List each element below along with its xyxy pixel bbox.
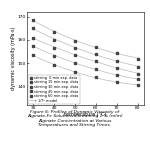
Line: stirring 30 min exp. data: stirring 30 min exp. data — [32, 36, 139, 75]
stirring  0 min exp. data — [74, 40, 76, 42]
stirring 45 min exp. data — [74, 62, 76, 64]
stirring 15 min exp. data — [32, 27, 34, 29]
stirring  0 min exp. data — [95, 46, 97, 48]
stirring  0 min exp. data — [32, 19, 34, 21]
stirring 30 min exp. data — [53, 47, 55, 49]
stirring 45 min exp. data — [53, 55, 55, 57]
X-axis label: temperature (°C): temperature (°C) — [64, 112, 107, 117]
stirring 30 min exp. data — [137, 73, 139, 75]
stirring 60 min exp. data — [74, 72, 76, 73]
stirring 30 min exp. data — [116, 67, 118, 69]
Line: stirring 15 min exp. data: stirring 15 min exp. data — [32, 27, 139, 68]
stirring 45 min exp. data — [32, 45, 34, 47]
stirring 15 min exp. data — [95, 53, 97, 55]
Text: Figure 6: Profiles of Dynamic Viscosity of
Alginate-Fe Solutions Containing 1 % : Figure 6: Profiles of Dynamic Viscosity … — [27, 110, 123, 127]
Line: stirring  0 min exp. data: stirring 0 min exp. data — [32, 19, 139, 60]
stirring  0 min exp. data — [137, 58, 139, 59]
stirring 45 min exp. data — [137, 79, 139, 80]
stirring 30 min exp. data — [95, 60, 97, 62]
stirring 60 min exp. data — [95, 76, 97, 78]
Legend: stirring  0 min exp. data, stirring 15 min exp. data, stirring 30 min exp. data,: stirring 0 min exp. data, stirring 15 mi… — [28, 75, 80, 104]
stirring 15 min exp. data — [137, 66, 139, 68]
Y-axis label: dynamic viscosity (mPa·s): dynamic viscosity (mPa·s) — [11, 27, 16, 90]
stirring  0 min exp. data — [53, 31, 55, 33]
stirring 60 min exp. data — [116, 81, 118, 83]
stirring 60 min exp. data — [137, 84, 139, 86]
Line: stirring 45 min exp. data: stirring 45 min exp. data — [32, 44, 139, 81]
stirring 60 min exp. data — [32, 54, 34, 56]
stirring 60 min exp. data — [53, 65, 55, 66]
stirring 15 min exp. data — [116, 60, 118, 62]
stirring  0 min exp. data — [116, 52, 118, 54]
stirring 15 min exp. data — [53, 39, 55, 41]
Line: stirring 60 min exp. data: stirring 60 min exp. data — [32, 54, 139, 87]
stirring 30 min exp. data — [74, 54, 76, 56]
stirring 15 min exp. data — [74, 47, 76, 49]
stirring 30 min exp. data — [32, 37, 34, 38]
stirring 45 min exp. data — [95, 68, 97, 70]
stirring 45 min exp. data — [116, 74, 118, 76]
